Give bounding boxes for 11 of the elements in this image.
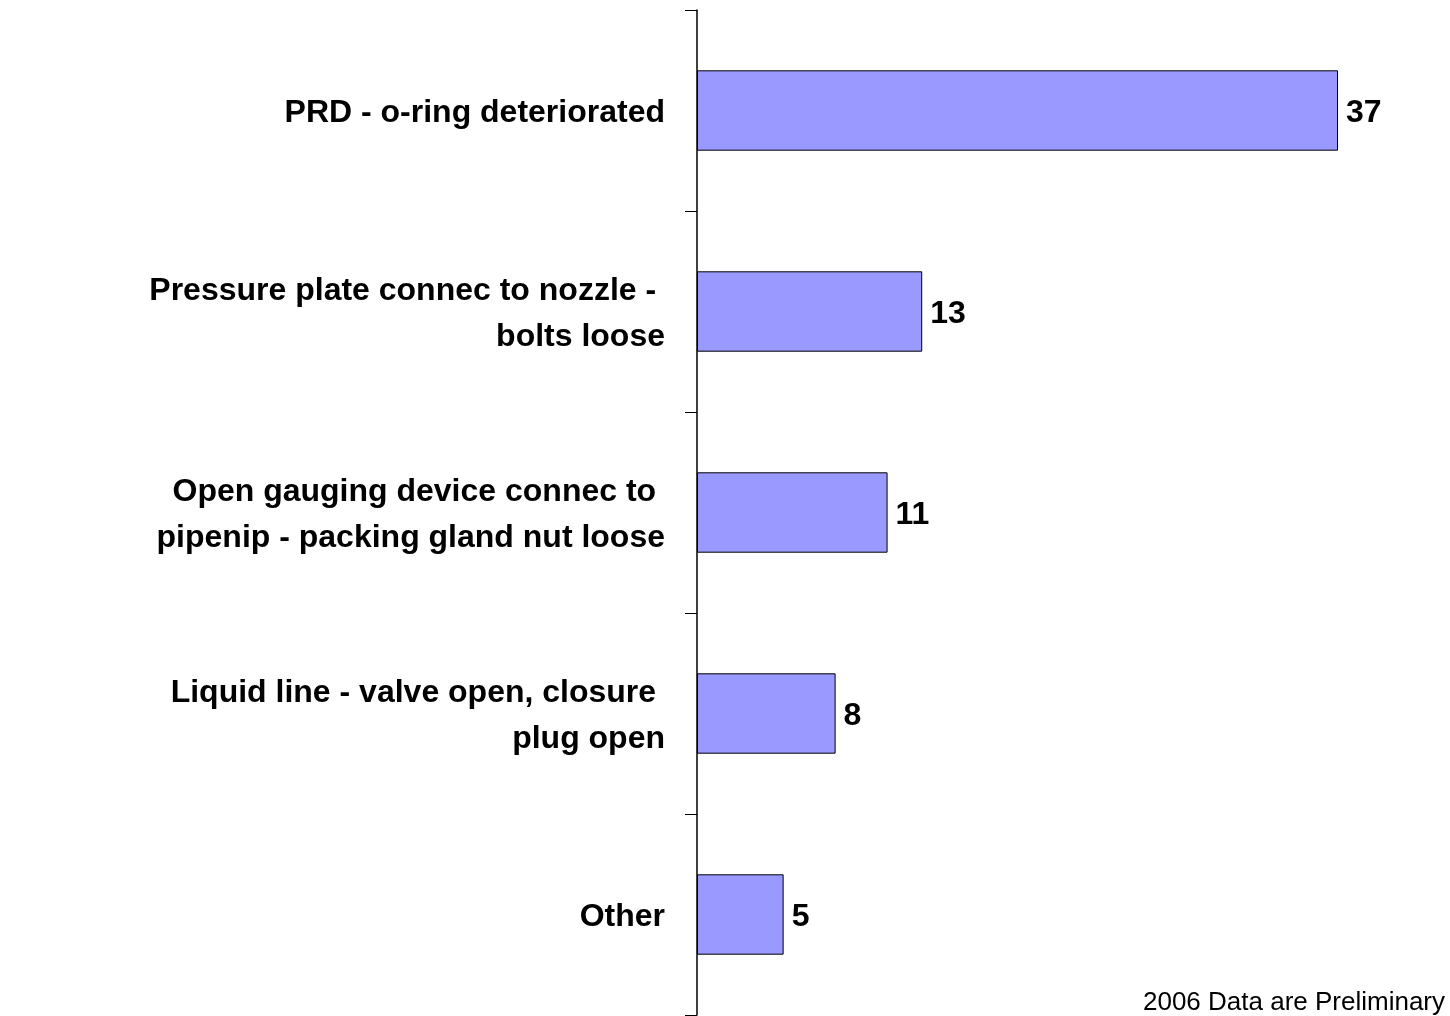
y-tick-label: PRD - o-ring deteriorated — [284, 92, 665, 129]
data-label: 8 — [843, 695, 862, 732]
y-tick-label: Pressure plate connec to nozzle - bolts loose — [149, 270, 665, 353]
y-tick-label: Open gauging device connec to pipenip - packing gland nut loose — [156, 471, 665, 554]
data-label: 5 — [791, 896, 810, 933]
data-label: 37 — [1346, 92, 1382, 129]
y-tick-label: Other — [579, 896, 665, 933]
y-tick-label: Liquid line - valve open, closure plug open — [170, 672, 665, 755]
data-label: 13 — [930, 293, 966, 330]
annotation: 2006 Data are Preliminary — [1142, 986, 1446, 1016]
data-label: 11 — [895, 494, 930, 531]
